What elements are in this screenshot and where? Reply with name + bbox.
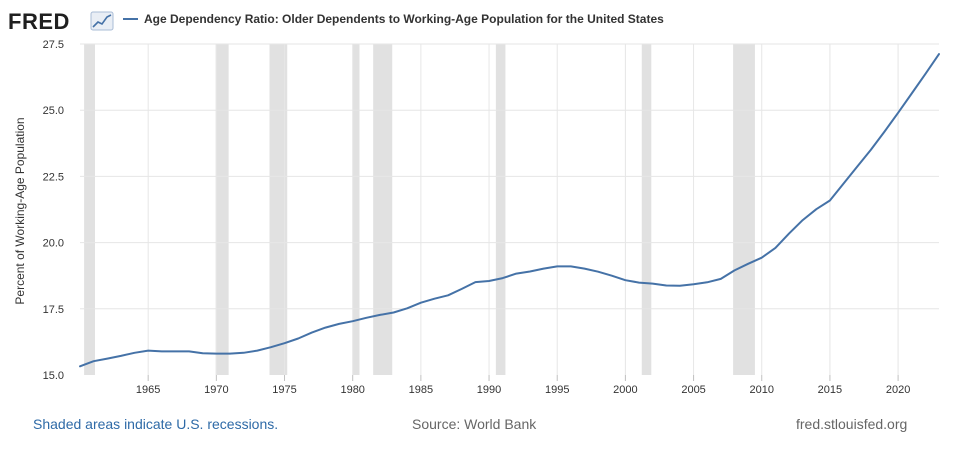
- legend[interactable]: Age Dependency Ratio: Older Dependents t…: [123, 12, 664, 26]
- recession-band: [373, 44, 393, 375]
- x-tick-label: 1975: [272, 384, 296, 396]
- y-axis-ticks: 15.0 17.5 20.0 22.5 25.0 27.5: [43, 39, 64, 382]
- recession-band: [733, 44, 755, 375]
- recession-note: Shaded areas indicate U.S. recessions.: [33, 416, 279, 432]
- x-tick-label: 2015: [818, 384, 842, 396]
- site-link[interactable]: fred.stlouisfed.org: [796, 416, 908, 432]
- source-note: Source: World Bank: [412, 416, 537, 432]
- x-tick-label: 1995: [545, 384, 569, 396]
- recession-band: [269, 44, 288, 375]
- chart-svg: FRED Age Dependency Ratio: Older Depende…: [8, 9, 940, 396]
- series[interactable]: [79, 53, 940, 368]
- y-tick-label: 17.5: [43, 304, 64, 316]
- fred-logo-text: FRED: [8, 9, 70, 34]
- y-tick-label: 25.0: [43, 105, 64, 117]
- y-tick-label: 20.0: [43, 238, 64, 250]
- recession-band: [215, 44, 229, 375]
- gridlines: [80, 43, 939, 375]
- x-tick-label: 2010: [750, 384, 774, 396]
- y-tick-label: 15.0: [43, 370, 64, 382]
- fred-logo[interactable]: FRED: [8, 9, 114, 34]
- recession-band: [641, 44, 652, 375]
- y-axis-title: Percent of Working-Age Population: [13, 117, 27, 304]
- x-tick-label: 1990: [477, 384, 501, 396]
- x-axis-ticks: 1965 1970 1975 1980 1985 1990 1995 2000 2005 2010…: [136, 375, 910, 396]
- legend-label: Age Dependency Ratio: Older Dependents t…: [144, 12, 664, 26]
- recession-band: [84, 44, 95, 375]
- x-tick-label: 1980: [340, 384, 364, 396]
- logo-chart-icon: [90, 11, 114, 31]
- x-tick-label: 1965: [136, 384, 160, 396]
- x-tick-label: 2005: [681, 384, 705, 396]
- x-tick-label: 2000: [613, 384, 637, 396]
- recession-bands: [84, 44, 755, 375]
- recession-band: [352, 44, 360, 375]
- series-line[interactable]: [79, 53, 940, 368]
- y-tick-label: 22.5: [43, 171, 64, 183]
- x-tick-label: 2020: [886, 384, 910, 396]
- recession-band: [495, 44, 506, 375]
- x-tick-label: 1970: [204, 384, 228, 396]
- x-tick-label: 1985: [409, 384, 433, 396]
- y-tick-label: 27.5: [43, 39, 64, 51]
